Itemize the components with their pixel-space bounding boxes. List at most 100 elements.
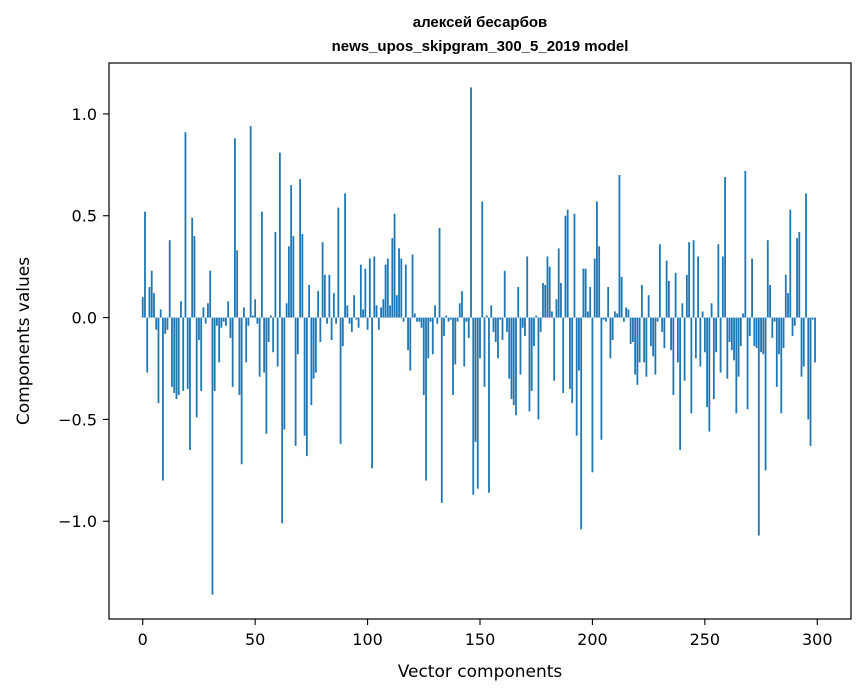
bar-60	[276, 317, 279, 367]
bar-248	[699, 317, 702, 367]
bar-149	[476, 317, 479, 489]
bar-252	[708, 317, 711, 432]
bar-191	[571, 317, 574, 404]
bar-103	[373, 256, 376, 318]
bar-279	[769, 284, 771, 318]
bar-127	[427, 317, 430, 359]
bar-292	[798, 232, 801, 318]
bar-186	[560, 282, 562, 318]
bar-61	[278, 152, 281, 318]
bar-109	[386, 258, 389, 318]
bar-147	[472, 317, 475, 495]
bar-4	[150, 270, 153, 318]
bar-189	[566, 209, 569, 318]
bar-273	[755, 317, 758, 349]
bar-7	[157, 317, 160, 404]
bar-75	[310, 317, 313, 406]
bar-110	[389, 305, 391, 318]
bar-85	[332, 293, 335, 318]
bar-246	[694, 317, 697, 359]
bar-27	[202, 307, 205, 318]
bar-289	[791, 317, 794, 336]
bar-56	[267, 317, 270, 343]
bar-0	[141, 297, 144, 318]
bars-group	[141, 87, 816, 595]
bar-161	[503, 270, 506, 318]
bar-115	[400, 258, 403, 318]
bar-156	[492, 317, 495, 332]
bar-287	[787, 293, 789, 318]
bar-137	[449, 317, 452, 320]
bar-264	[735, 317, 738, 414]
bar-163	[508, 317, 511, 379]
bar-251	[706, 317, 708, 408]
bar-64	[285, 303, 288, 318]
bar-83	[328, 274, 331, 318]
bar-130	[434, 305, 436, 318]
bar-151	[481, 201, 484, 318]
x-tick-label-100: 100	[352, 630, 383, 649]
bar-192	[573, 213, 576, 318]
plot-frame	[108, 62, 852, 620]
bar-209	[611, 317, 614, 340]
bar-26	[200, 317, 203, 391]
bar-57	[269, 315, 272, 318]
bar-100	[366, 317, 369, 330]
bar-171	[526, 256, 529, 318]
bar-200	[591, 317, 594, 473]
bar-65	[287, 246, 290, 318]
bar-215	[625, 307, 628, 318]
bar-195	[580, 317, 583, 530]
bar-29	[207, 303, 209, 318]
bar-91	[346, 305, 349, 318]
bar-20	[186, 317, 189, 389]
bar-158	[497, 317, 499, 359]
bar-240	[681, 303, 684, 318]
bar-221	[638, 317, 641, 363]
bar-254	[712, 317, 715, 400]
bar-43	[238, 317, 241, 395]
bar-294	[802, 317, 805, 367]
bar-148	[474, 317, 477, 442]
bar-233	[665, 260, 668, 318]
bar-211	[616, 313, 619, 318]
bar-159	[499, 317, 502, 320]
bar-39	[229, 317, 232, 338]
bar-197	[584, 268, 587, 318]
bar-199	[589, 287, 592, 318]
bar-92	[348, 317, 351, 324]
bar-129	[431, 317, 434, 355]
bar-138	[452, 317, 454, 395]
bar-116	[402, 317, 405, 322]
bar-119	[409, 317, 412, 371]
bar-164	[510, 317, 513, 400]
bar-49	[252, 315, 254, 318]
bar-19	[184, 132, 187, 318]
bar-25	[198, 317, 200, 340]
bar-102	[371, 317, 373, 469]
bar-276	[762, 317, 765, 355]
bar-183	[553, 317, 556, 381]
bar-179	[544, 284, 547, 318]
bar-94	[353, 295, 355, 318]
bar-42	[236, 250, 239, 318]
bar-204	[600, 317, 603, 440]
bar-229	[656, 317, 659, 322]
bar-269	[746, 317, 749, 410]
bar-160	[501, 317, 504, 340]
bar-236	[672, 317, 675, 395]
bar-157	[494, 317, 497, 343]
bar-125	[422, 317, 425, 395]
bar-239	[679, 317, 682, 450]
chart-subtitle: news_upos_skipgram_300_5_2019 model	[332, 38, 629, 55]
bar-285	[782, 317, 785, 349]
bar-8	[159, 309, 162, 318]
bar-201	[593, 258, 596, 318]
bar-146	[470, 87, 472, 318]
bar-227	[652, 317, 655, 357]
bar-245	[692, 240, 695, 318]
bar-40	[231, 317, 234, 387]
bar-47	[247, 317, 250, 326]
bar-282	[775, 317, 778, 387]
